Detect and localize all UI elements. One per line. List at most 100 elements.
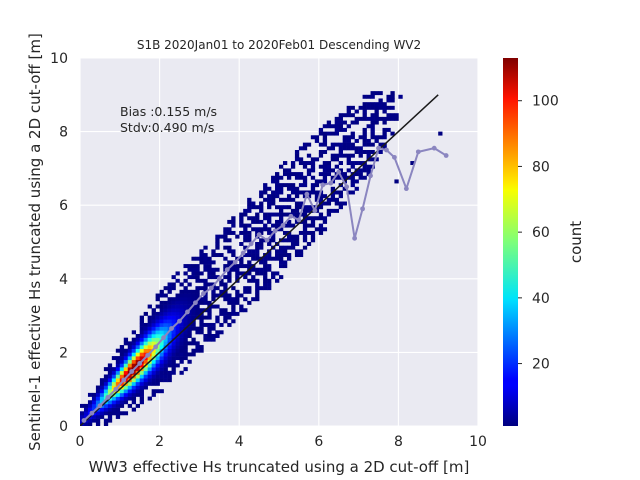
heatmap-cell xyxy=(147,381,152,386)
heatmap-cell xyxy=(91,418,97,423)
heatmap-cell xyxy=(259,230,264,235)
heatmap-cell xyxy=(159,374,164,379)
heatmap-cell xyxy=(310,234,316,239)
heatmap-cell xyxy=(302,223,308,228)
heatmap-cell xyxy=(147,374,152,379)
heatmap-cell xyxy=(191,326,196,331)
heatmap-cell xyxy=(167,315,172,320)
heatmap-cell xyxy=(147,370,152,375)
heatmap-cell xyxy=(298,157,304,162)
heatmap-cell xyxy=(131,348,137,353)
heatmap-cell xyxy=(350,183,355,188)
heatmap-cell xyxy=(286,172,292,177)
heatmap-cell xyxy=(346,142,351,147)
heatmap-cell xyxy=(227,271,232,276)
heatmap-cell xyxy=(271,212,276,217)
heatmap-cell xyxy=(203,322,208,327)
heatmap-cell xyxy=(195,264,200,269)
heatmap-cell xyxy=(179,322,184,327)
heatmap-cell xyxy=(342,138,347,143)
heatmap-cell xyxy=(95,385,101,390)
heatmap-cell xyxy=(103,407,109,412)
heatmap-cell xyxy=(374,116,379,121)
heatmap-cell xyxy=(207,337,212,342)
heatmap-cell xyxy=(235,264,240,269)
heatmap-cell xyxy=(223,245,228,250)
heatmap-cell xyxy=(322,201,328,206)
heatmap-cell xyxy=(179,334,184,338)
heatmap-cell xyxy=(135,345,140,350)
heatmap-cell xyxy=(318,164,324,169)
heatmap-cell xyxy=(362,113,367,118)
heatmap-cell xyxy=(175,341,180,346)
heatmap-cell xyxy=(346,168,351,173)
heatmap-cell xyxy=(135,403,140,408)
heatmap-cell xyxy=(251,267,256,272)
heatmap-cell xyxy=(123,341,129,346)
heatmap-cell xyxy=(119,411,125,416)
heatmap-cell xyxy=(342,186,347,191)
heatmap-cell xyxy=(255,282,260,287)
heatmap-cell xyxy=(227,219,232,224)
heatmap-cell xyxy=(382,120,387,125)
heatmap-cell xyxy=(115,403,121,408)
binned-mean-point xyxy=(403,186,409,192)
heatmap-cell xyxy=(279,256,284,261)
heatmap-cell xyxy=(322,150,328,154)
heatmap-cell xyxy=(163,356,168,361)
heatmap-cell xyxy=(310,183,316,188)
heatmap-cell xyxy=(191,267,196,272)
heatmap-cell xyxy=(179,345,184,350)
heatmap-cell xyxy=(199,348,204,353)
heatmap-cell xyxy=(171,356,176,361)
heatmap-cell xyxy=(346,113,351,118)
heatmap-cell xyxy=(239,308,244,313)
heatmap-cell xyxy=(155,348,160,353)
heatmap-cell xyxy=(183,304,188,309)
heatmap-cell xyxy=(219,330,224,335)
heatmap-cell xyxy=(302,146,308,151)
heatmap-cell xyxy=(127,363,133,368)
heatmap-cell xyxy=(342,146,347,151)
binned-mean-point xyxy=(328,180,334,186)
heatmap-cell xyxy=(131,352,137,357)
heatmap-cell xyxy=(175,300,180,305)
heatmap-cell xyxy=(306,190,312,195)
heatmap-cell xyxy=(294,205,300,210)
heatmap-cell xyxy=(259,219,264,224)
heatmap-cell xyxy=(255,242,260,246)
heatmap-cell xyxy=(207,282,212,287)
heatmap-cell xyxy=(127,359,133,364)
colorbar-tick-label: 100 xyxy=(532,94,559,110)
heatmap-cell xyxy=(310,238,316,243)
heatmap-cell xyxy=(215,304,220,309)
heatmap-cell xyxy=(175,293,180,298)
heatmap-cell xyxy=(370,116,375,121)
heatmap-cell xyxy=(167,359,172,364)
heatmap-cell xyxy=(139,374,144,379)
heatmap-cell xyxy=(199,345,204,350)
heatmap-cell xyxy=(155,334,160,338)
heatmap-cell xyxy=(191,297,196,302)
heatmap-cell xyxy=(334,201,339,206)
binned-mean-point xyxy=(392,154,397,160)
binned-mean-point xyxy=(169,326,174,331)
heatmap-cell xyxy=(183,356,188,361)
heatmap-cell xyxy=(87,392,93,397)
heatmap-cell xyxy=(127,367,133,372)
heatmap-cell xyxy=(279,208,284,213)
heatmap-cell xyxy=(167,356,172,361)
heatmap-cell xyxy=(338,116,343,121)
heatmap-cell xyxy=(111,385,117,390)
heatmap-cell xyxy=(239,304,244,309)
x-tick-label: 2 xyxy=(155,434,164,450)
heatmap-cell xyxy=(227,278,232,283)
heatmap-cell xyxy=(159,334,164,338)
heatmap-cell xyxy=(306,230,312,235)
binned-mean-point xyxy=(224,267,230,272)
heatmap-cell xyxy=(354,161,359,166)
heatmap-cell xyxy=(99,407,105,412)
heatmap-cell xyxy=(83,414,89,419)
heatmap-cell xyxy=(171,345,176,350)
